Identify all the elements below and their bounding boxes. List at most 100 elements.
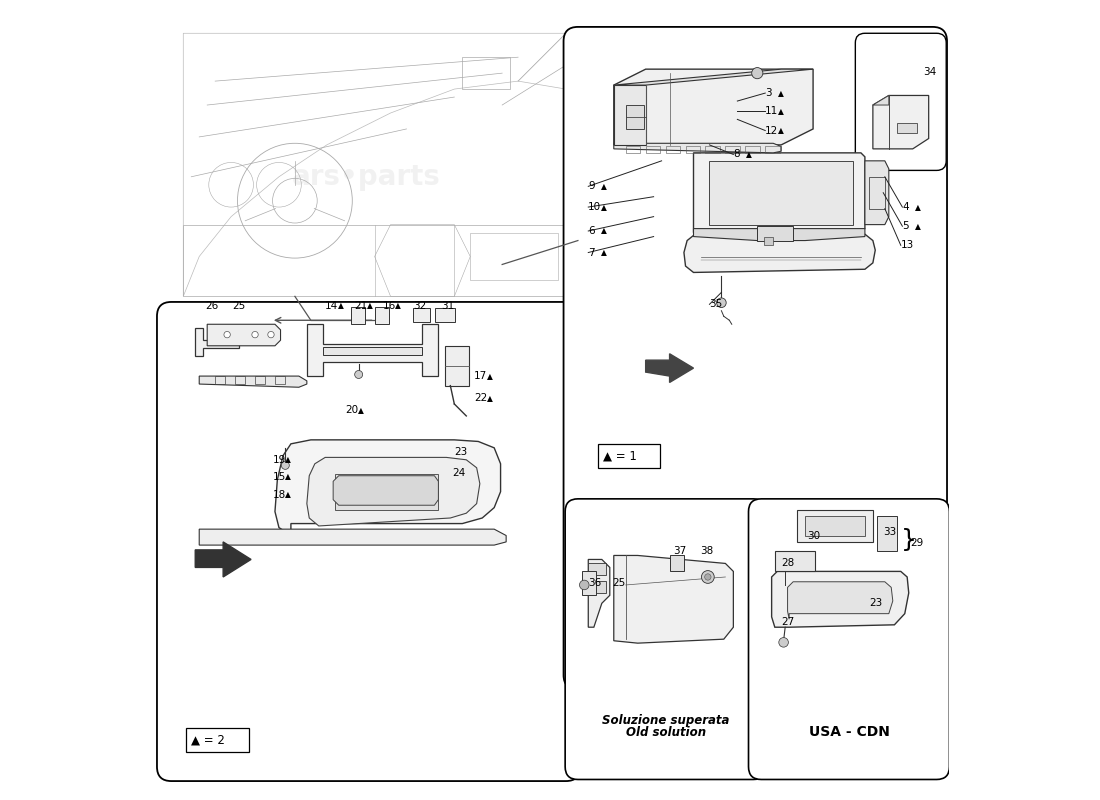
FancyBboxPatch shape (856, 34, 946, 170)
Text: 29: 29 (911, 538, 924, 549)
Text: 38: 38 (700, 546, 713, 557)
Text: 16: 16 (383, 301, 396, 311)
Text: 30: 30 (806, 530, 820, 541)
Text: 5: 5 (902, 222, 909, 231)
Bar (746, 146, 760, 153)
Bar (805, 515, 865, 535)
Bar (670, 555, 684, 571)
FancyBboxPatch shape (157, 302, 581, 781)
Text: ▲: ▲ (915, 222, 921, 230)
Bar (444, 346, 469, 386)
Circle shape (702, 570, 714, 583)
Bar (588, 563, 606, 575)
Text: 11: 11 (766, 106, 779, 117)
Text: Old solution: Old solution (626, 726, 706, 739)
Text: ars•parts: ars•parts (808, 640, 890, 654)
Polygon shape (614, 69, 813, 85)
Bar (646, 146, 660, 153)
Bar (582, 571, 596, 595)
Polygon shape (199, 529, 506, 545)
Bar (766, 146, 780, 153)
Text: ▲: ▲ (746, 150, 752, 159)
Circle shape (267, 331, 274, 338)
Circle shape (354, 370, 363, 378)
Text: ▲: ▲ (601, 182, 607, 191)
Polygon shape (626, 105, 645, 129)
Text: 24: 24 (453, 468, 466, 478)
Text: ▲: ▲ (601, 248, 607, 257)
Polygon shape (873, 95, 928, 149)
Text: ▲: ▲ (338, 302, 344, 310)
Text: ▲: ▲ (285, 490, 292, 499)
Text: 6: 6 (588, 226, 595, 236)
Text: 13: 13 (901, 240, 914, 250)
Bar (626, 146, 640, 153)
Bar (471, 233, 558, 281)
Text: ▲: ▲ (367, 302, 373, 310)
Text: 32: 32 (412, 301, 426, 311)
Polygon shape (693, 229, 865, 241)
Text: 19: 19 (273, 454, 286, 465)
Text: ▲ = 1: ▲ = 1 (603, 450, 637, 462)
Bar (666, 146, 680, 153)
Text: Soluzione superata: Soluzione superata (602, 714, 729, 727)
Polygon shape (693, 153, 865, 233)
Circle shape (252, 331, 258, 338)
Polygon shape (614, 85, 646, 145)
Polygon shape (195, 542, 251, 577)
Circle shape (779, 638, 789, 647)
Text: ▲: ▲ (487, 394, 493, 403)
Polygon shape (307, 324, 439, 376)
Text: 25: 25 (233, 301, 246, 311)
Text: ▲: ▲ (778, 107, 784, 116)
Text: 3: 3 (766, 88, 772, 98)
Bar (597, 444, 660, 468)
FancyBboxPatch shape (565, 499, 766, 779)
Polygon shape (275, 440, 500, 535)
Text: }: } (901, 527, 916, 551)
Text: 10: 10 (588, 202, 602, 212)
Text: 33: 33 (883, 526, 896, 537)
Text: 31: 31 (441, 301, 454, 311)
Polygon shape (684, 234, 876, 273)
Text: ▲: ▲ (915, 202, 921, 211)
Text: 14: 14 (326, 301, 339, 311)
Polygon shape (865, 161, 889, 225)
Text: ▲: ▲ (358, 406, 364, 415)
Bar (896, 123, 916, 133)
Circle shape (282, 462, 289, 470)
Circle shape (705, 574, 711, 580)
Polygon shape (614, 143, 781, 153)
Polygon shape (646, 354, 693, 382)
Polygon shape (195, 328, 239, 356)
Text: 27: 27 (781, 617, 794, 626)
Polygon shape (614, 69, 813, 145)
Text: 15: 15 (273, 471, 286, 482)
Text: 23: 23 (454, 447, 467, 457)
FancyBboxPatch shape (563, 27, 947, 690)
Bar (436, 307, 455, 322)
Text: ars•parts: ars•parts (293, 162, 441, 190)
Bar (351, 306, 365, 324)
Polygon shape (333, 476, 439, 506)
Polygon shape (788, 582, 893, 619)
Bar (275, 376, 285, 384)
Bar (334, 474, 439, 510)
Text: 22: 22 (474, 394, 487, 403)
Text: 20: 20 (345, 406, 359, 415)
Bar (187, 729, 249, 752)
Bar (757, 226, 793, 241)
Text: ▲: ▲ (285, 455, 292, 464)
Text: ▲: ▲ (778, 126, 784, 135)
Bar (774, 551, 815, 571)
Text: 25: 25 (613, 578, 626, 588)
Text: 21: 21 (354, 301, 367, 311)
Text: ▲: ▲ (601, 226, 607, 235)
Text: 4: 4 (902, 202, 909, 212)
Text: ▲: ▲ (487, 371, 493, 381)
Bar (412, 307, 430, 322)
Bar (877, 515, 896, 551)
Polygon shape (771, 571, 909, 627)
Circle shape (751, 67, 763, 78)
Bar (462, 57, 510, 89)
